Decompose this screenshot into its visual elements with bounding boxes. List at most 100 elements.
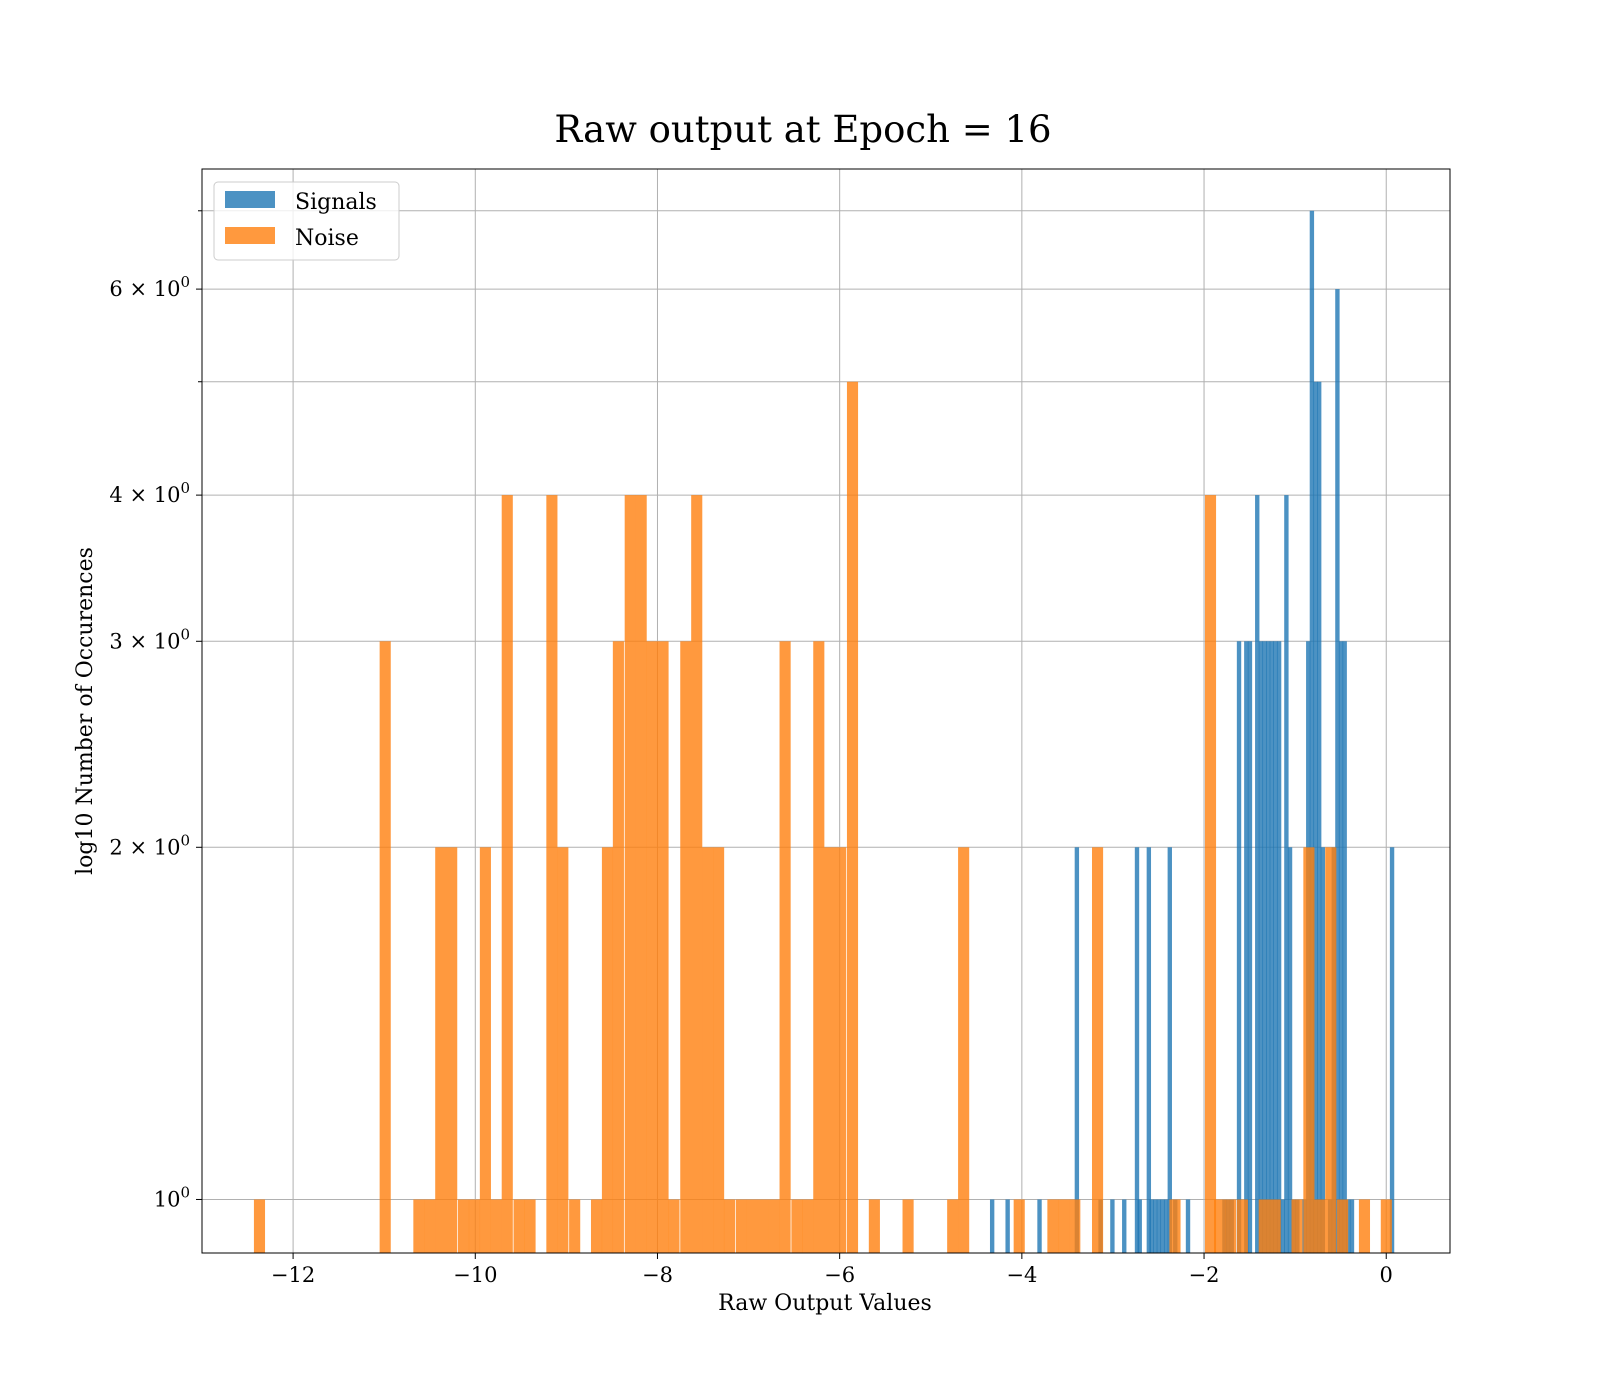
noise-bar bbox=[713, 847, 725, 1253]
noise-bar bbox=[569, 1199, 581, 1253]
noise-bar bbox=[413, 1199, 425, 1253]
noise-bar bbox=[446, 847, 458, 1253]
noise-bar bbox=[1337, 1199, 1349, 1253]
noise-bar bbox=[435, 847, 447, 1253]
signals-bar bbox=[1317, 381, 1322, 1253]
signals-bar bbox=[1262, 641, 1267, 1253]
signals-bar bbox=[1389, 847, 1395, 1253]
noise-bar bbox=[723, 1199, 736, 1253]
noise-bar bbox=[846, 381, 859, 1253]
noise-bar bbox=[1258, 1199, 1270, 1253]
signals-bar bbox=[1146, 847, 1152, 1253]
signals-bar bbox=[1265, 641, 1271, 1253]
signals-bar bbox=[1313, 381, 1318, 1253]
noise-bar bbox=[1224, 1199, 1237, 1253]
noise-bar bbox=[1236, 1199, 1248, 1253]
chart-title: Raw output at Epoch = 16 bbox=[554, 108, 1051, 151]
noise-bar bbox=[612, 641, 624, 1253]
y-tick-label: 2 × 100 bbox=[109, 831, 190, 859]
legend-swatch-noise bbox=[225, 227, 275, 244]
signals-bar bbox=[1280, 1199, 1285, 1253]
legend-label-signals: Signals bbox=[295, 190, 377, 215]
y-tick-label: 6 × 100 bbox=[109, 273, 190, 301]
noise-bar bbox=[1314, 1199, 1326, 1253]
signals-bar bbox=[1284, 495, 1289, 1253]
noise-bar bbox=[802, 1199, 814, 1253]
noise-bar bbox=[253, 1199, 266, 1253]
signals-bar bbox=[1236, 641, 1242, 1253]
x-tick-label: −4 bbox=[1006, 1263, 1037, 1287]
x-axis-label: Raw Output Values bbox=[718, 1291, 932, 1316]
noise-bar bbox=[1204, 495, 1217, 1253]
noise-bar bbox=[601, 847, 614, 1253]
noise-bar bbox=[1069, 1199, 1081, 1253]
signals-bar bbox=[1137, 1199, 1142, 1253]
noise-bar bbox=[668, 1199, 680, 1253]
signals-bar bbox=[989, 1199, 995, 1253]
noise-bar bbox=[680, 641, 692, 1253]
legend-swatch-signals bbox=[225, 191, 275, 208]
y-tick-label: 4 × 100 bbox=[109, 479, 190, 507]
signals-bar bbox=[1309, 210, 1315, 1253]
noise-bar bbox=[768, 1199, 780, 1253]
x-tick-label: 0 bbox=[1380, 1263, 1393, 1287]
signals-bar bbox=[1110, 1199, 1115, 1253]
signals-bar bbox=[1163, 1199, 1169, 1253]
series-noise bbox=[253, 381, 1392, 1253]
x-axis-ticks: −12 −10 −8 −6 −4 −2 0 bbox=[271, 1253, 1393, 1287]
signals-bar bbox=[1160, 1199, 1165, 1253]
noise-bar bbox=[868, 1199, 880, 1253]
noise-bar bbox=[1058, 1199, 1070, 1253]
noise-bar bbox=[1013, 1199, 1025, 1253]
noise-bar bbox=[635, 495, 647, 1253]
noise-bar bbox=[490, 1199, 502, 1253]
noise-bar bbox=[902, 1199, 914, 1253]
noise-bar bbox=[624, 495, 636, 1253]
signals-bar bbox=[1244, 641, 1249, 1253]
y-axis-ticks: 100 2 × 100 3 × 100 4 × 100 6 × 100 bbox=[109, 210, 202, 1211]
noise-bar bbox=[424, 1199, 436, 1253]
noise-bar bbox=[590, 1199, 603, 1253]
signals-bar bbox=[1037, 1199, 1042, 1253]
noise-bar bbox=[1091, 847, 1104, 1253]
y-tick-label: 3 × 100 bbox=[109, 625, 190, 653]
noise-bar bbox=[1169, 1199, 1181, 1253]
signals-bar bbox=[1005, 1199, 1010, 1253]
noise-bar bbox=[1325, 847, 1337, 1253]
noise-bar bbox=[513, 1199, 525, 1253]
noise-bar bbox=[1358, 1199, 1371, 1253]
noise-bar bbox=[958, 847, 970, 1253]
signals-bar bbox=[1269, 641, 1275, 1253]
histogram-bars bbox=[253, 210, 1395, 1253]
signals-bar bbox=[1134, 847, 1140, 1253]
x-tick-label: −6 bbox=[824, 1263, 855, 1287]
noise-bar bbox=[757, 1199, 769, 1253]
noise-bar bbox=[779, 641, 791, 1253]
signals-bar bbox=[1338, 641, 1344, 1253]
noise-bar bbox=[379, 641, 391, 1253]
noise-bar bbox=[468, 1199, 481, 1253]
noise-bar bbox=[947, 1199, 959, 1253]
signals-bar bbox=[1149, 1199, 1154, 1253]
x-tick-label: −2 bbox=[1189, 1263, 1220, 1287]
noise-bar bbox=[646, 641, 658, 1253]
signals-bar bbox=[1156, 1199, 1162, 1253]
y-axis-label: log10 Number of Occurences bbox=[73, 547, 98, 875]
signals-bar bbox=[1074, 847, 1080, 1253]
noise-bar bbox=[746, 1199, 758, 1253]
noise-bar bbox=[835, 847, 847, 1253]
signals-bar bbox=[1153, 1199, 1158, 1253]
legend: Signals Noise bbox=[213, 181, 400, 261]
signals-bar bbox=[1346, 1199, 1351, 1253]
noise-bar bbox=[546, 495, 558, 1253]
legend-label-noise: Noise bbox=[295, 226, 359, 251]
signals-bar bbox=[1122, 1199, 1127, 1253]
signals-bar bbox=[1349, 1199, 1355, 1253]
noise-bar bbox=[557, 847, 569, 1253]
noise-bar bbox=[824, 847, 836, 1253]
x-tick-label: −12 bbox=[271, 1263, 315, 1287]
signals-bar bbox=[1167, 847, 1172, 1253]
x-tick-label: −8 bbox=[642, 1263, 673, 1287]
signals-bar bbox=[1342, 641, 1347, 1253]
